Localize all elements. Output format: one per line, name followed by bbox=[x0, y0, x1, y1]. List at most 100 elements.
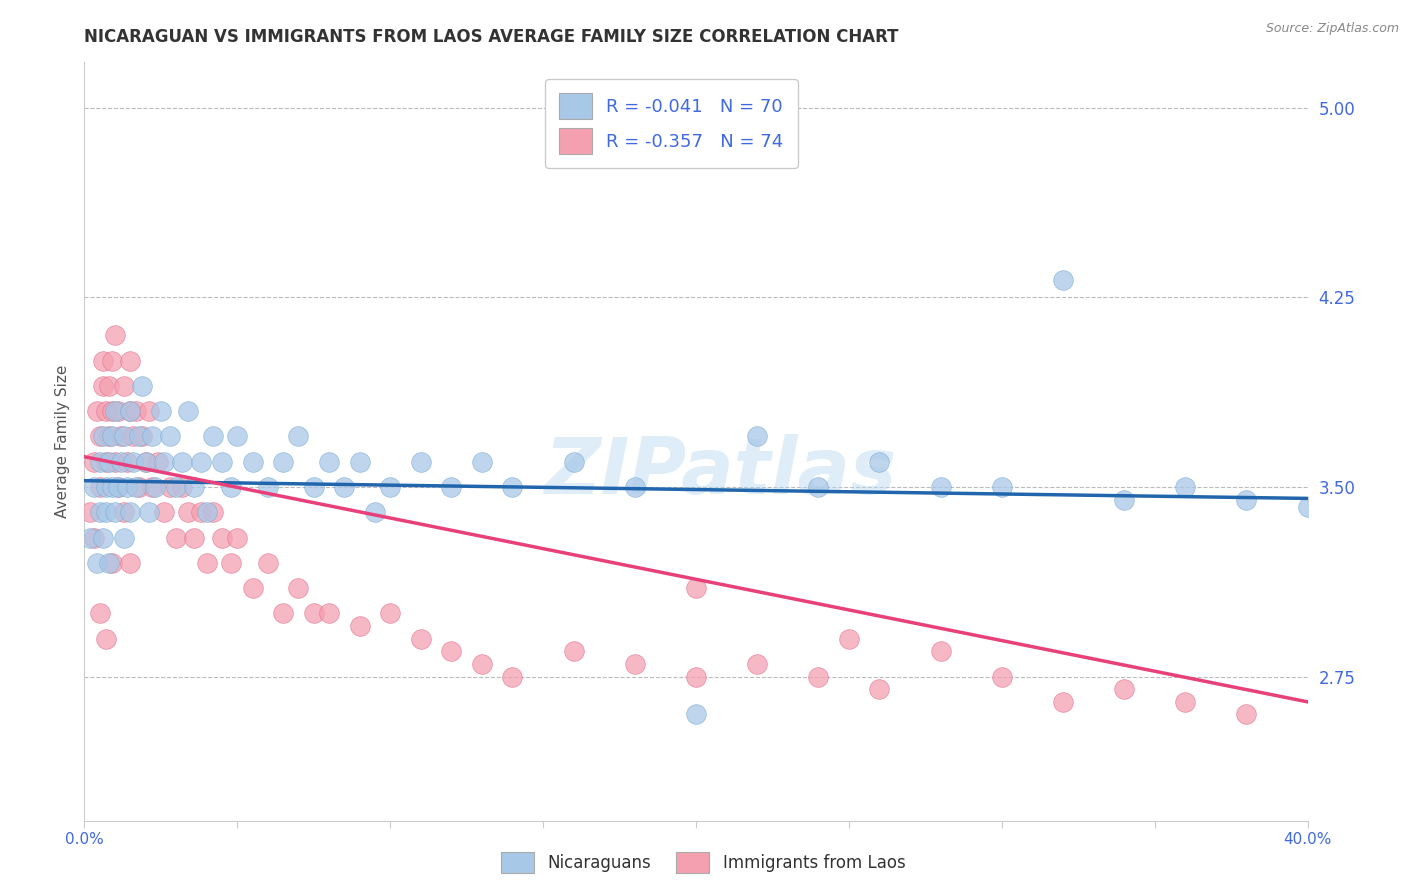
Point bbox=[125, 404, 148, 418]
Point bbox=[747, 657, 769, 671]
Point bbox=[79, 531, 101, 545]
Point bbox=[1052, 695, 1074, 709]
Point bbox=[177, 404, 200, 418]
Point bbox=[120, 556, 142, 570]
Legend: Nicaraguans, Immigrants from Laos: Nicaraguans, Immigrants from Laos bbox=[494, 846, 912, 880]
Point bbox=[104, 328, 127, 343]
Point bbox=[141, 480, 163, 494]
Point bbox=[257, 480, 280, 494]
Point bbox=[869, 455, 891, 469]
Point bbox=[807, 480, 830, 494]
Point bbox=[91, 379, 114, 393]
Point bbox=[440, 644, 463, 658]
Point bbox=[94, 480, 117, 494]
Point bbox=[83, 531, 105, 545]
Point bbox=[101, 556, 124, 570]
Point bbox=[562, 455, 585, 469]
Point bbox=[302, 607, 325, 621]
Point bbox=[349, 619, 371, 633]
Point bbox=[125, 480, 148, 494]
Point bbox=[79, 505, 101, 519]
Point bbox=[153, 455, 176, 469]
Point bbox=[97, 429, 120, 443]
Point bbox=[1296, 500, 1319, 515]
Point bbox=[1114, 492, 1136, 507]
Point bbox=[211, 531, 233, 545]
Point bbox=[131, 379, 153, 393]
Point bbox=[94, 632, 117, 646]
Point bbox=[349, 455, 371, 469]
Point bbox=[86, 556, 108, 570]
Point bbox=[562, 644, 585, 658]
Point bbox=[1236, 492, 1258, 507]
Text: Source: ZipAtlas.com: Source: ZipAtlas.com bbox=[1265, 22, 1399, 36]
Point bbox=[165, 531, 187, 545]
Point bbox=[146, 455, 169, 469]
Point bbox=[107, 480, 129, 494]
Point bbox=[91, 353, 114, 368]
Point bbox=[101, 353, 124, 368]
Point bbox=[333, 480, 356, 494]
Point bbox=[86, 404, 108, 418]
Point bbox=[97, 455, 120, 469]
Legend: R = -0.041   N = 70, R = -0.357   N = 74: R = -0.041 N = 70, R = -0.357 N = 74 bbox=[546, 79, 799, 168]
Point bbox=[380, 480, 402, 494]
Point bbox=[624, 480, 647, 494]
Point bbox=[685, 669, 707, 684]
Point bbox=[219, 480, 242, 494]
Point bbox=[1174, 480, 1197, 494]
Point bbox=[94, 505, 117, 519]
Point bbox=[94, 455, 117, 469]
Point bbox=[112, 505, 135, 519]
Point bbox=[929, 480, 952, 494]
Text: ZIPatlas: ZIPatlas bbox=[544, 434, 897, 510]
Point bbox=[318, 607, 340, 621]
Point bbox=[183, 531, 205, 545]
Point bbox=[409, 455, 432, 469]
Point bbox=[107, 404, 129, 418]
Point bbox=[83, 455, 105, 469]
Point bbox=[991, 480, 1014, 494]
Point bbox=[195, 556, 218, 570]
Point bbox=[101, 404, 124, 418]
Point bbox=[226, 429, 249, 443]
Point bbox=[440, 480, 463, 494]
Point bbox=[257, 556, 280, 570]
Point bbox=[302, 480, 325, 494]
Point bbox=[112, 379, 135, 393]
Point bbox=[287, 429, 309, 443]
Point bbox=[1114, 682, 1136, 697]
Point bbox=[1174, 695, 1197, 709]
Point bbox=[502, 669, 524, 684]
Point bbox=[122, 455, 145, 469]
Point bbox=[685, 707, 707, 722]
Point bbox=[165, 480, 187, 494]
Point bbox=[502, 480, 524, 494]
Point bbox=[138, 505, 160, 519]
Point bbox=[120, 404, 142, 418]
Point bbox=[101, 429, 124, 443]
Point bbox=[271, 455, 294, 469]
Y-axis label: Average Family Size: Average Family Size bbox=[55, 365, 70, 518]
Point bbox=[138, 404, 160, 418]
Point bbox=[242, 455, 264, 469]
Point bbox=[115, 455, 138, 469]
Point bbox=[112, 429, 135, 443]
Point bbox=[747, 429, 769, 443]
Point bbox=[471, 657, 494, 671]
Point bbox=[409, 632, 432, 646]
Point bbox=[190, 505, 212, 519]
Point bbox=[91, 531, 114, 545]
Point bbox=[120, 353, 142, 368]
Point bbox=[869, 682, 891, 697]
Point bbox=[271, 607, 294, 621]
Point bbox=[183, 480, 205, 494]
Point bbox=[89, 429, 111, 443]
Point bbox=[190, 455, 212, 469]
Point bbox=[143, 480, 166, 494]
Point bbox=[201, 429, 224, 443]
Point bbox=[1236, 707, 1258, 722]
Point bbox=[685, 581, 707, 595]
Point bbox=[141, 429, 163, 443]
Point bbox=[177, 505, 200, 519]
